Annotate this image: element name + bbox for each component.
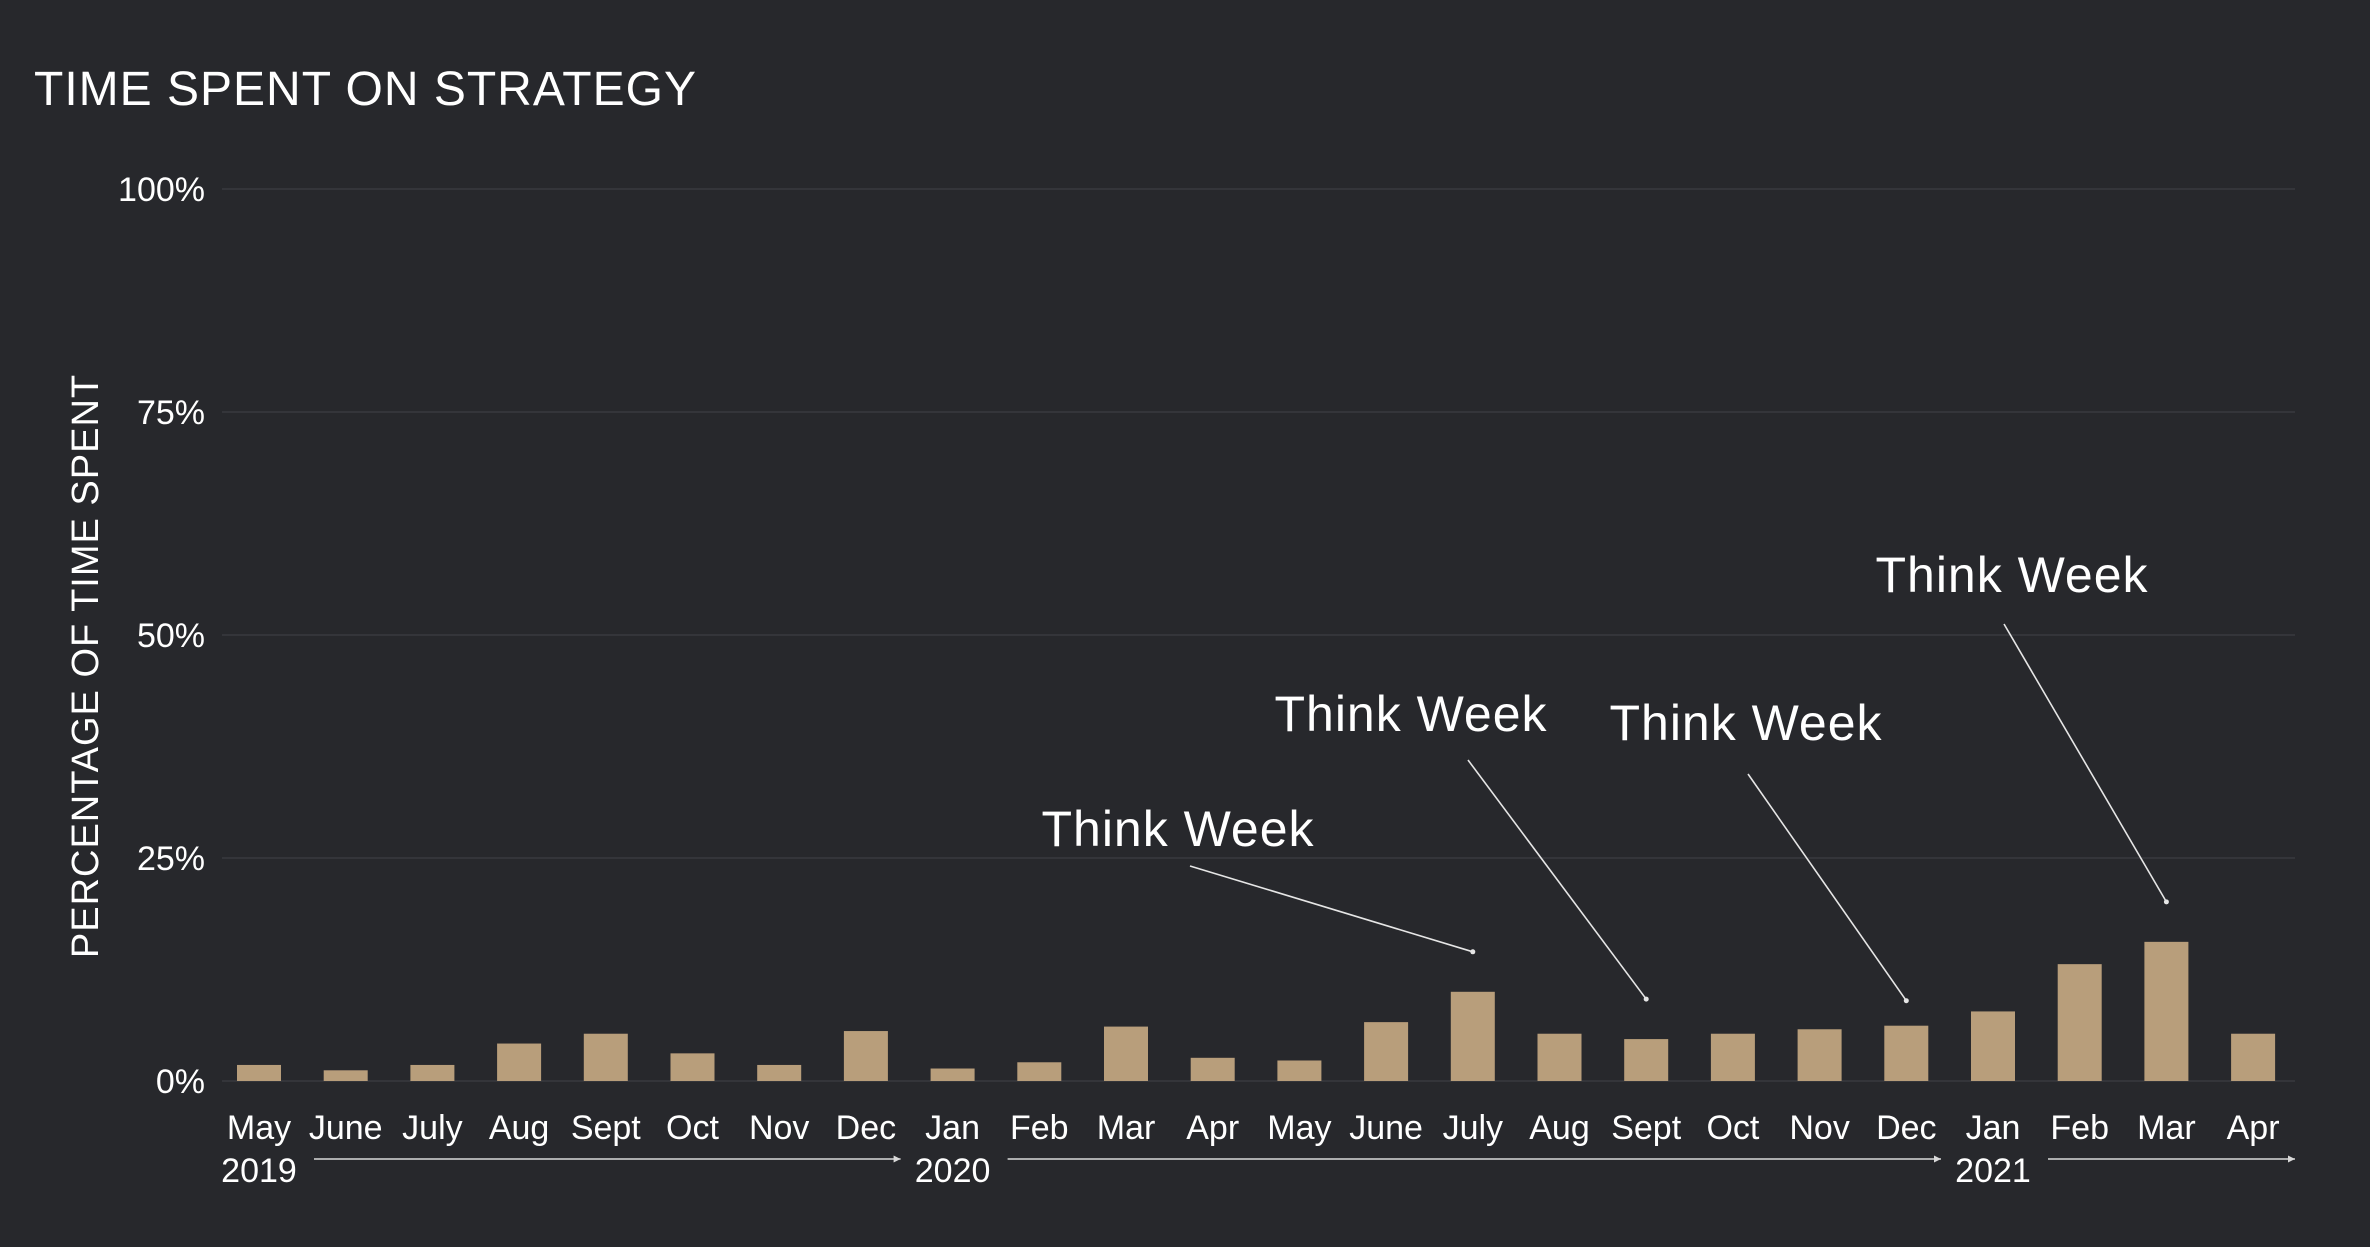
x-tick-label: June [309, 1109, 383, 1147]
y-axis-ticks: 0% 25% 50% 75% 100% [118, 171, 205, 1101]
bars [237, 941, 2276, 1081]
x-tick-label: Apr [2227, 1109, 2280, 1147]
x-tick-label: July [402, 1109, 462, 1147]
x-tick-label: Apr [1186, 1109, 1239, 1147]
year-markers: 2019 2020 2021 [221, 1152, 2295, 1190]
year-span-arrowhead [893, 1155, 901, 1163]
x-tick-label: Oct [1706, 1109, 1759, 1147]
x-axis-ticks: May June July Aug Sept Oct Nov Dec Jan Feb Mar Apr M… [227, 1109, 2280, 1147]
x-tick-label: Mar [2137, 1109, 2196, 1147]
bar [2057, 964, 2102, 1081]
annotation-leader-dot [1903, 998, 1909, 1004]
annotation-leader-dot [1470, 949, 1476, 955]
bar [583, 1033, 628, 1081]
annotation-leader-dot [2163, 899, 2169, 905]
bar [1017, 1062, 1062, 1081]
year-span-arrowhead [1934, 1155, 1941, 1163]
year-label: 2020 [915, 1152, 991, 1190]
bar [410, 1064, 455, 1081]
x-tick-label: June [1349, 1109, 1423, 1147]
y-axis-label: PERCENTAGE OF TIME SPENT [65, 374, 107, 958]
x-tick-label: Oct [666, 1109, 719, 1147]
x-tick-label: Feb [1010, 1109, 1069, 1147]
x-tick-label: May [227, 1109, 291, 1147]
y-tick-label: 50% [137, 617, 205, 655]
bar [1971, 1011, 2015, 1081]
y-tick-label: 0% [156, 1063, 205, 1101]
bar [2144, 941, 2189, 1081]
x-tick-label: Jan [1966, 1109, 2021, 1147]
chart-title: TIME SPENT ON STRATEGY [34, 63, 697, 116]
x-tick-label: Aug [489, 1109, 550, 1147]
bar [237, 1064, 281, 1081]
annotation-label: Think Week [1609, 695, 1882, 751]
x-tick-label: Dec [836, 1109, 896, 1147]
x-tick-label: Mar [1097, 1109, 1156, 1147]
x-tick-label: Sept [1611, 1109, 1681, 1147]
bar [1884, 1025, 1929, 1081]
bar [1104, 1026, 1148, 1081]
x-tick-label: July [1443, 1109, 1503, 1147]
gridlines [222, 188, 2295, 1082]
bar [1450, 991, 1495, 1081]
y-tick-label: 75% [137, 394, 205, 432]
bar [670, 1053, 715, 1081]
bar [2231, 1033, 2276, 1081]
x-tick-label: Nov [1789, 1109, 1849, 1147]
annotation-leader-line [1467, 759, 1647, 1000]
bar [930, 1068, 975, 1081]
y-tick-label: 100% [118, 171, 205, 209]
year-label: 2019 [221, 1152, 297, 1190]
x-tick-label: Jan [925, 1109, 980, 1147]
annotation-label: Think Week [1274, 686, 1547, 742]
x-tick-label: May [1267, 1109, 1331, 1147]
annotation-leader-dot [1643, 996, 1649, 1002]
x-tick-label: Sept [571, 1109, 641, 1147]
bar [1797, 1029, 1842, 1081]
bar [1364, 1022, 1409, 1081]
x-tick-label: Feb [2050, 1109, 2109, 1147]
bar [1710, 1033, 1755, 1081]
x-tick-label: Nov [749, 1109, 809, 1147]
annotation-label: Think Week [1875, 547, 2148, 603]
year-span-arrowhead [2288, 1155, 2295, 1163]
bar [1537, 1033, 1582, 1081]
bar [843, 1031, 888, 1081]
bar [1624, 1039, 1669, 1081]
annotation-leader-line [2003, 623, 2168, 903]
bar [497, 1043, 542, 1081]
year-label: 2021 [1955, 1152, 2031, 1190]
x-tick-label: Aug [1529, 1109, 1590, 1147]
y-tick-label: 25% [137, 840, 205, 878]
bar [757, 1064, 802, 1081]
annotation-label: Think Week [1041, 801, 1314, 857]
bar [323, 1070, 368, 1081]
annotations: Think Week Think Week Think Week Think Week [1041, 547, 2169, 1004]
bar [1190, 1057, 1235, 1081]
annotation-leader-line [1189, 865, 1474, 953]
x-tick-label: Dec [1876, 1109, 1936, 1147]
annotation-leader-line [1747, 773, 1907, 1002]
bar [1277, 1060, 1322, 1081]
